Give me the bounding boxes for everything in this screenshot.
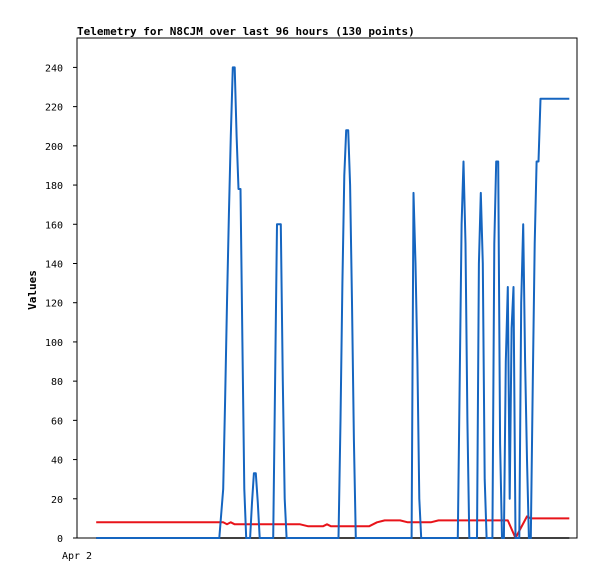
y-axis: 0 20 40 60 80 100 120 140 160 180 200 220 240 [45,63,77,545]
y-tick-label: 20 [51,495,63,506]
plot-area-frame [76,37,578,539]
series-line-3 [96,66,570,539]
y-tick-label: 180 [45,181,63,192]
y-tick-label: 220 [45,103,63,114]
x-tick-label: Apr 2 [62,551,92,562]
series-line-2 [96,515,570,539]
y-tick-label: 40 [51,456,63,467]
y-tick-label: 160 [45,220,63,231]
y-tick-label: 80 [51,377,63,388]
y-tick-label: 60 [51,416,63,427]
y-tick-label: 200 [45,142,63,153]
series-layer [96,66,570,539]
y-tick-label: 100 [45,338,63,349]
y-tick-label: 140 [45,259,63,270]
x-axis: Apr 2 [62,551,92,562]
y-axis-label: Values [26,270,39,310]
chart-title: Telemetry for N8CJM over last 96 hours (… [77,25,415,38]
y-tick-label: 120 [45,299,63,310]
y-tick-label: 240 [45,63,63,74]
y-tick-label: 0 [57,534,63,545]
